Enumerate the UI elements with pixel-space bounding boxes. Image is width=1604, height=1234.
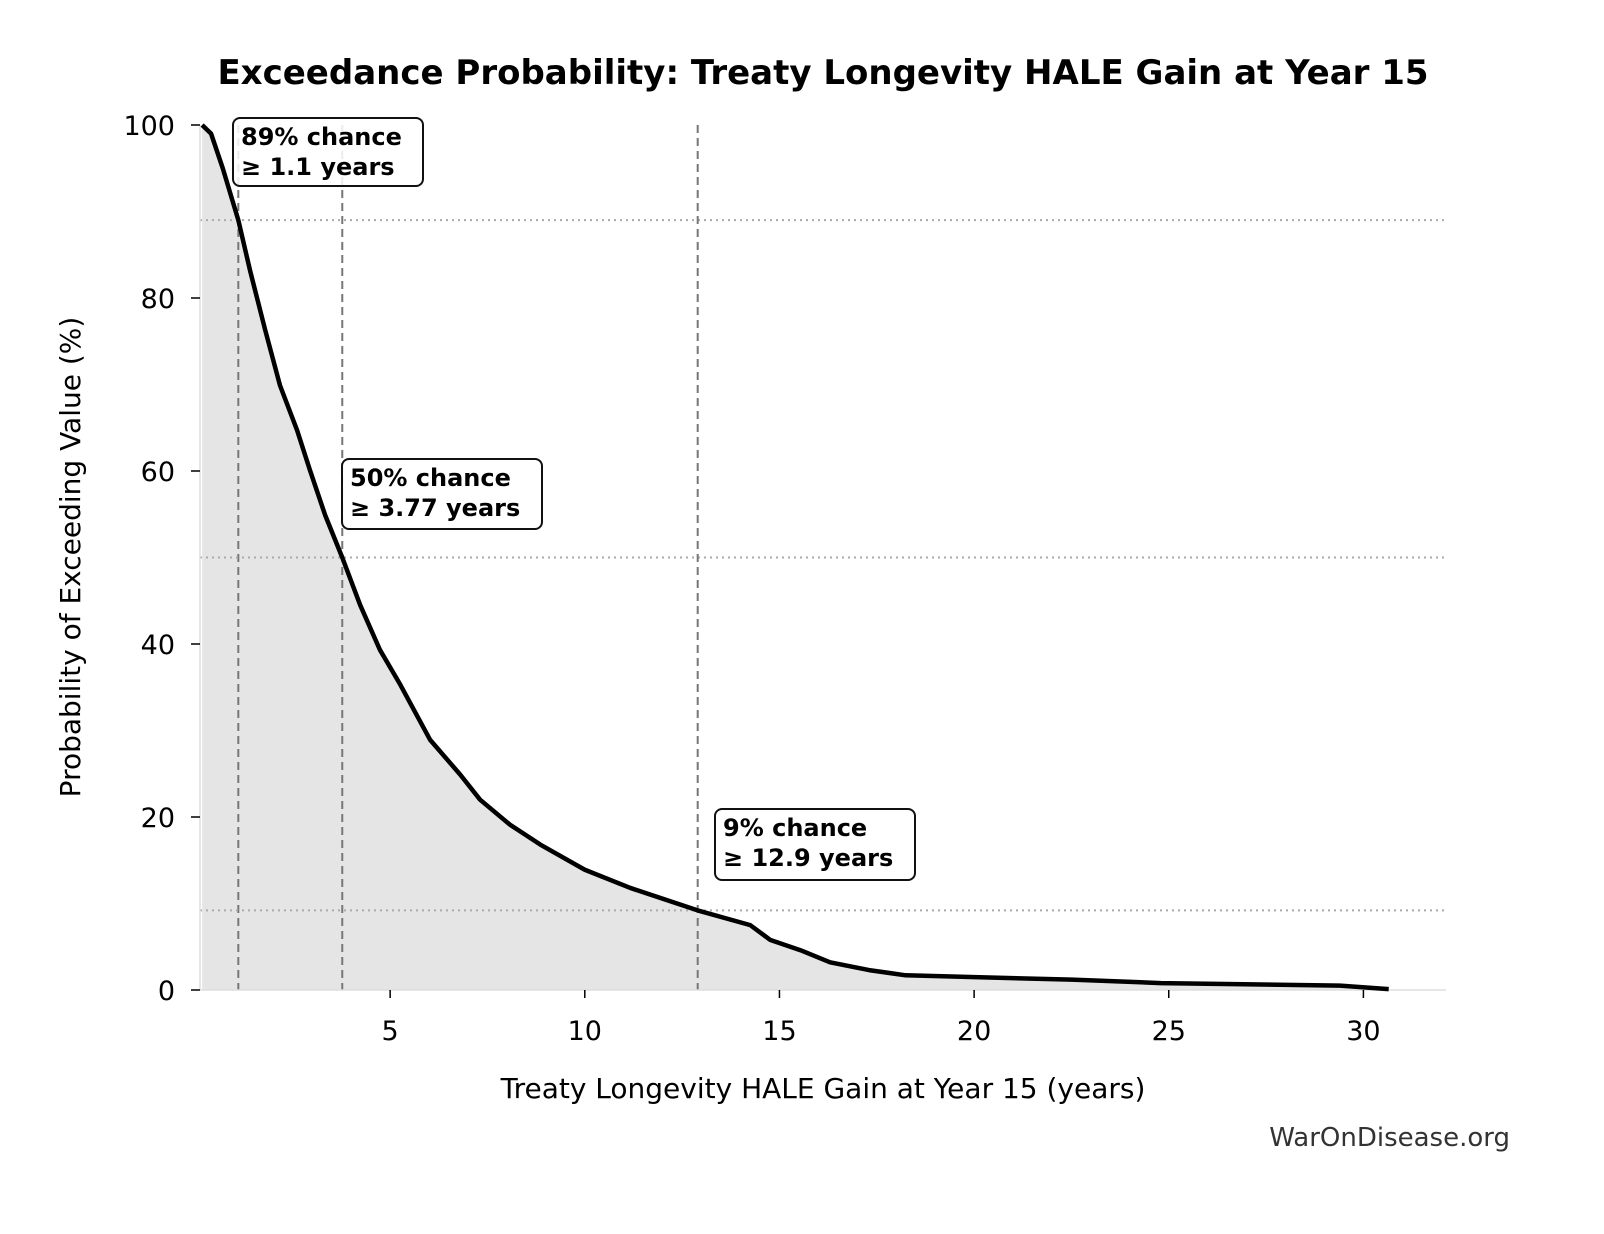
x-tick-label: 25 bbox=[1152, 1016, 1186, 1047]
area-fill bbox=[202, 125, 1389, 990]
y-tick-label: 20 bbox=[141, 803, 175, 834]
x-tick-label: 10 bbox=[568, 1016, 602, 1047]
y-tick-label: 100 bbox=[123, 111, 175, 142]
annotation-box bbox=[232, 117, 424, 187]
annotation-threshold: ≥ 12.9 years bbox=[723, 844, 893, 872]
annotation-box bbox=[714, 808, 916, 881]
y-tick-label: 40 bbox=[141, 630, 175, 661]
y-tick-label: 0 bbox=[158, 976, 175, 1007]
x-tick-label: 20 bbox=[957, 1016, 991, 1047]
exceedance-curve bbox=[200, 123, 1389, 992]
annotation-threshold: ≥ 1.1 years bbox=[241, 153, 395, 181]
annotation-threshold: ≥ 3.77 years bbox=[350, 494, 520, 522]
x-axis-label: Treaty Longevity HALE Gain at Year 15 (y… bbox=[500, 1072, 1146, 1105]
y-tick-label: 60 bbox=[141, 457, 175, 488]
annotation-box bbox=[341, 458, 543, 530]
annotation-probability: 89% chance bbox=[241, 123, 402, 151]
y-tick-label: 80 bbox=[141, 284, 175, 315]
watermark: WarOnDisease.org bbox=[1269, 1123, 1510, 1153]
x-tick-label: 30 bbox=[1346, 1016, 1380, 1047]
chart-title: Exceedance Probability: Treaty Longevity… bbox=[217, 53, 1428, 93]
x-tick-label: 5 bbox=[382, 1016, 399, 1047]
x-tick-label: 15 bbox=[762, 1016, 796, 1047]
annotation-probability: 9% chance bbox=[723, 814, 867, 842]
y-axis-label: Probability of Exceeding Value (%) bbox=[54, 317, 87, 798]
annotation-probability: 50% chance bbox=[350, 464, 511, 492]
